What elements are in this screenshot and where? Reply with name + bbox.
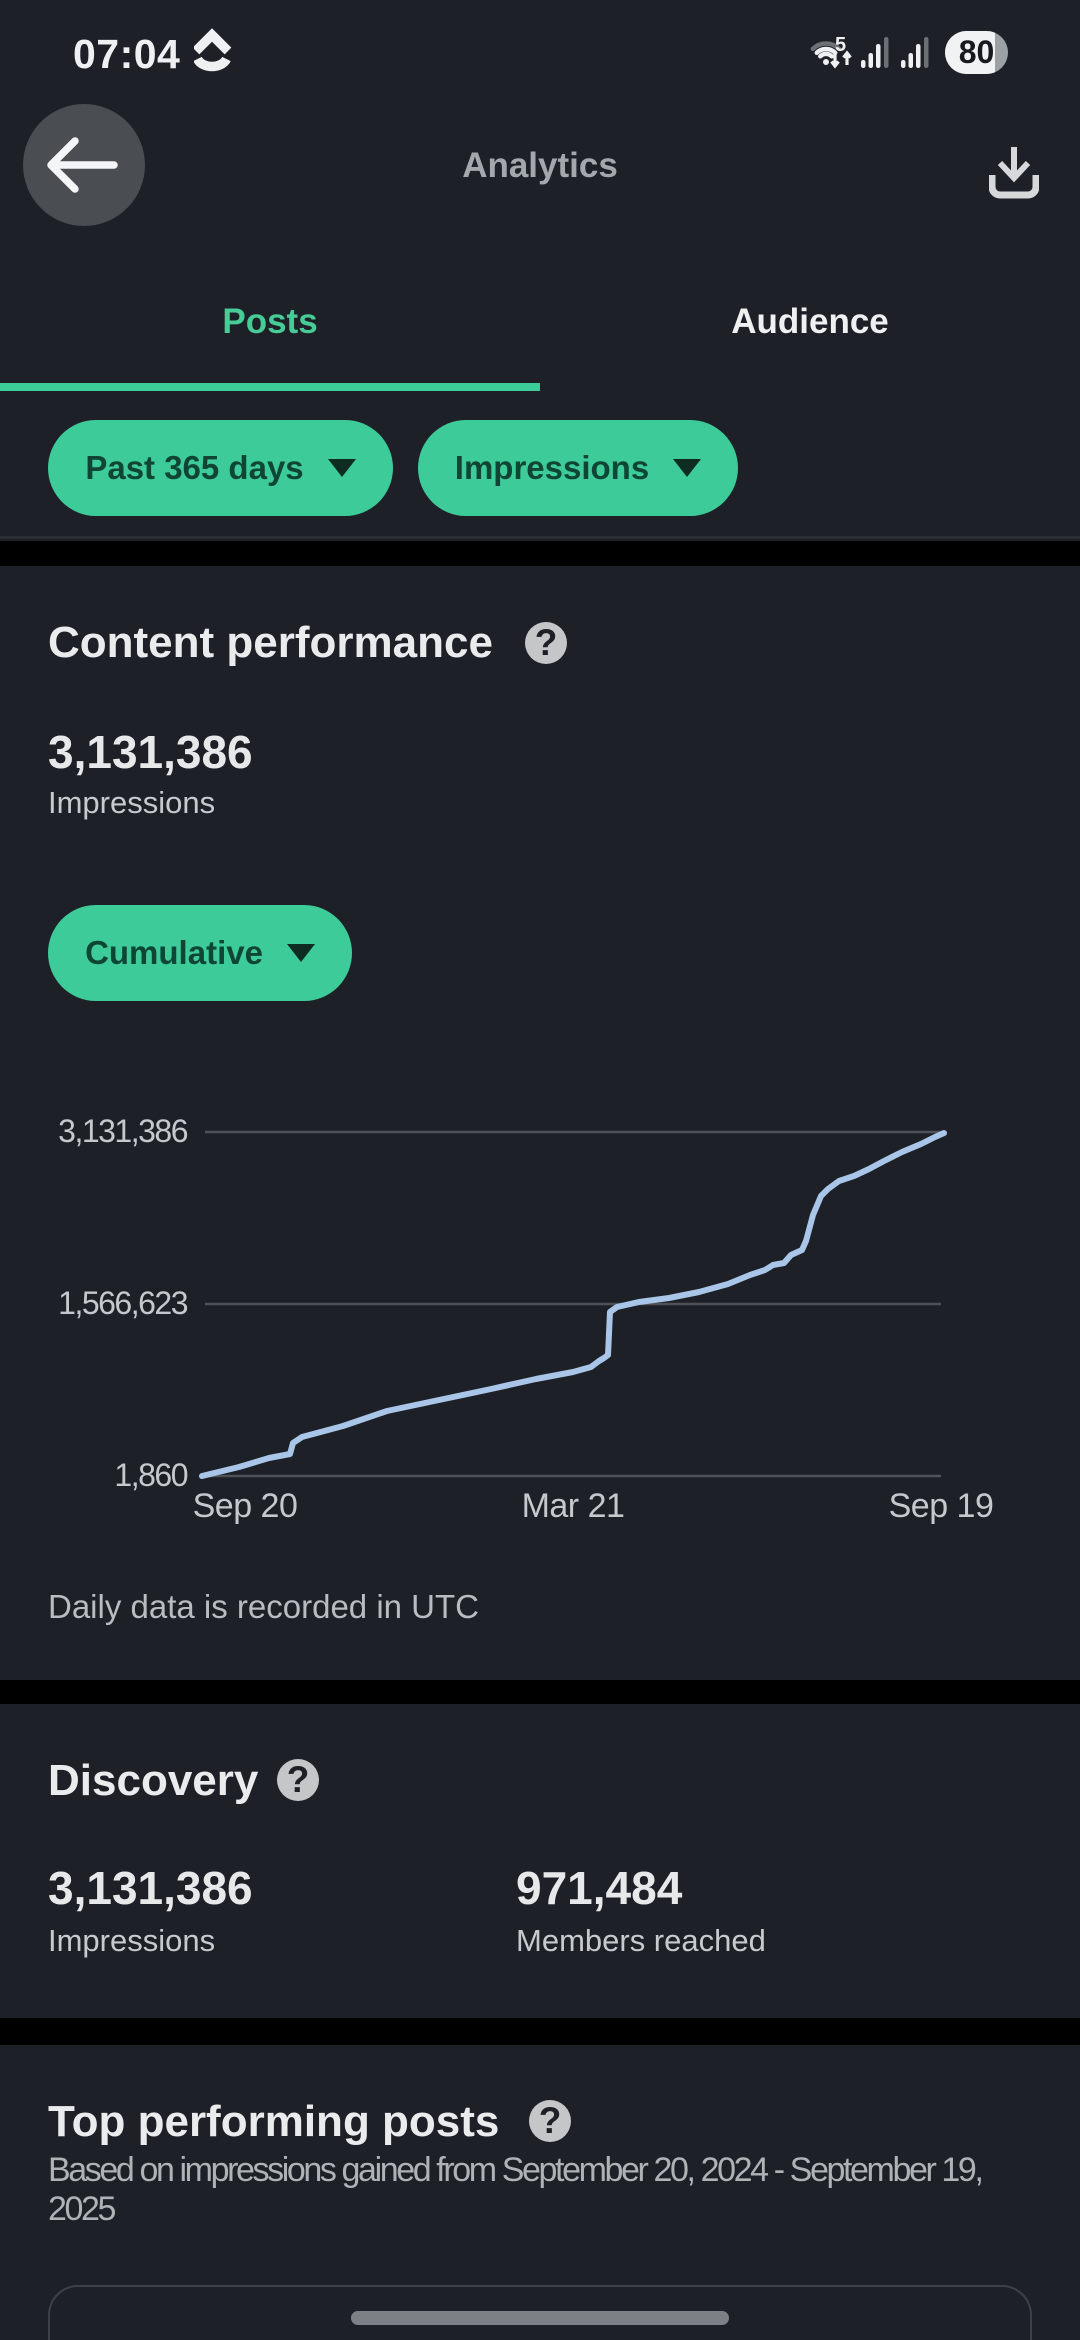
svg-text:5: 5 [835,34,846,56]
svg-text:Mar 21: Mar 21 [522,1487,625,1525]
svg-text:3,131,386: 3,131,386 [58,1113,188,1149]
svg-text:Sep 20: Sep 20 [193,1487,298,1525]
svg-text:Sep 19: Sep 19 [889,1487,994,1525]
svg-text:1,566,623: 1,566,623 [58,1285,188,1321]
svg-text:1,860: 1,860 [114,1457,187,1493]
